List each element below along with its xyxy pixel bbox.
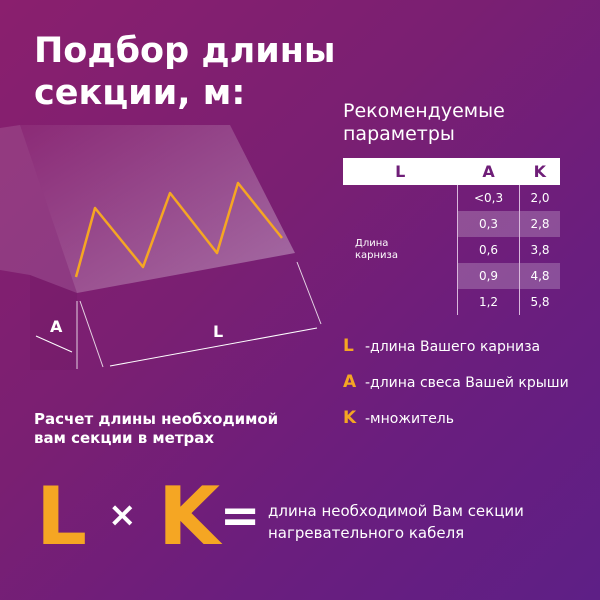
- legend-text: -множитель: [365, 411, 455, 427]
- description-line: нагревательного кабеля: [268, 524, 465, 542]
- table-row: 0,9 4,8: [343, 263, 560, 289]
- formula-description: длина необходимой Вам секции нагреватель…: [268, 500, 524, 544]
- parameters-table: L A K Длина карниза <0,3 2,0 0,3 2,8 0,6 3,8…: [343, 158, 560, 315]
- table-header: L A K: [343, 158, 560, 185]
- cell-k: 4,8: [519, 263, 560, 289]
- roof-plane: [20, 125, 295, 293]
- cell-a: 1,2: [456, 289, 520, 315]
- heading-line: параметры: [343, 123, 455, 145]
- row-label: Длина карниза: [343, 185, 457, 315]
- cell-k: 3,8: [519, 237, 560, 263]
- header-a: A: [457, 158, 520, 185]
- formula-times: ×: [108, 495, 137, 535]
- calc-title: Расчет длины необходимой вам секции в ме…: [34, 410, 278, 448]
- cell-a: 0,6: [456, 237, 520, 263]
- roof-side: [0, 125, 77, 293]
- cell-k: 5,8: [519, 289, 560, 315]
- cell-k: 2,8: [519, 211, 560, 237]
- a-dimension-arrow: [35, 335, 73, 353]
- title-line: Подбор длины: [34, 31, 336, 71]
- table-row: 1,2 5,8: [343, 289, 560, 315]
- legend-letter: K: [343, 408, 357, 428]
- heading-line: Рекомендуемые: [343, 100, 505, 122]
- header-k: K: [519, 158, 560, 185]
- label-l: L: [213, 322, 223, 341]
- cell-a: <0,3: [456, 185, 520, 211]
- formula-equals: =: [220, 488, 261, 544]
- legend-item-a: A -длина свеса Вашей крыши: [343, 372, 569, 392]
- table-row: Длина карниза <0,3 2,0: [343, 185, 560, 261]
- recommended-heading: Рекомендуемые параметры: [343, 100, 505, 146]
- cell-k: 2,0: [519, 185, 560, 211]
- cell-a: 0,9: [456, 263, 520, 289]
- table-row: 0,6 3,8: [343, 237, 560, 263]
- legend-text: -длина свеса Вашей крыши: [365, 375, 569, 391]
- roof-diagram: A L: [0, 125, 322, 370]
- header-l: L: [343, 158, 458, 185]
- legend-item-l: L -длина Вашего карниза: [343, 336, 540, 356]
- table-row: 0,3 2,8: [343, 211, 560, 237]
- legend-letter: L: [343, 336, 354, 356]
- label-a: A: [50, 317, 63, 336]
- formula-l: L: [36, 470, 87, 563]
- formula-k: K: [158, 470, 220, 563]
- legend-letter: A: [343, 372, 357, 392]
- title-line: секции, м:: [34, 73, 246, 113]
- calc-title-line: вам секции в метрах: [34, 429, 215, 447]
- l-dimension-arrow: [109, 327, 318, 367]
- legend-item-k: K -множитель: [343, 408, 454, 428]
- page-title: Подбор длины секции, м:: [34, 30, 336, 114]
- heating-cable: [74, 181, 283, 278]
- row-label-line: карниза: [355, 250, 398, 261]
- legend-text: -длина Вашего карниза: [365, 339, 541, 355]
- cell-a: 0,3: [456, 211, 520, 237]
- calc-title-line: Расчет длины необходимой: [34, 410, 279, 428]
- row-label-line: Длина: [355, 238, 389, 249]
- roof-front: [30, 275, 77, 370]
- description-line: длина необходимой Вам секции: [268, 502, 524, 520]
